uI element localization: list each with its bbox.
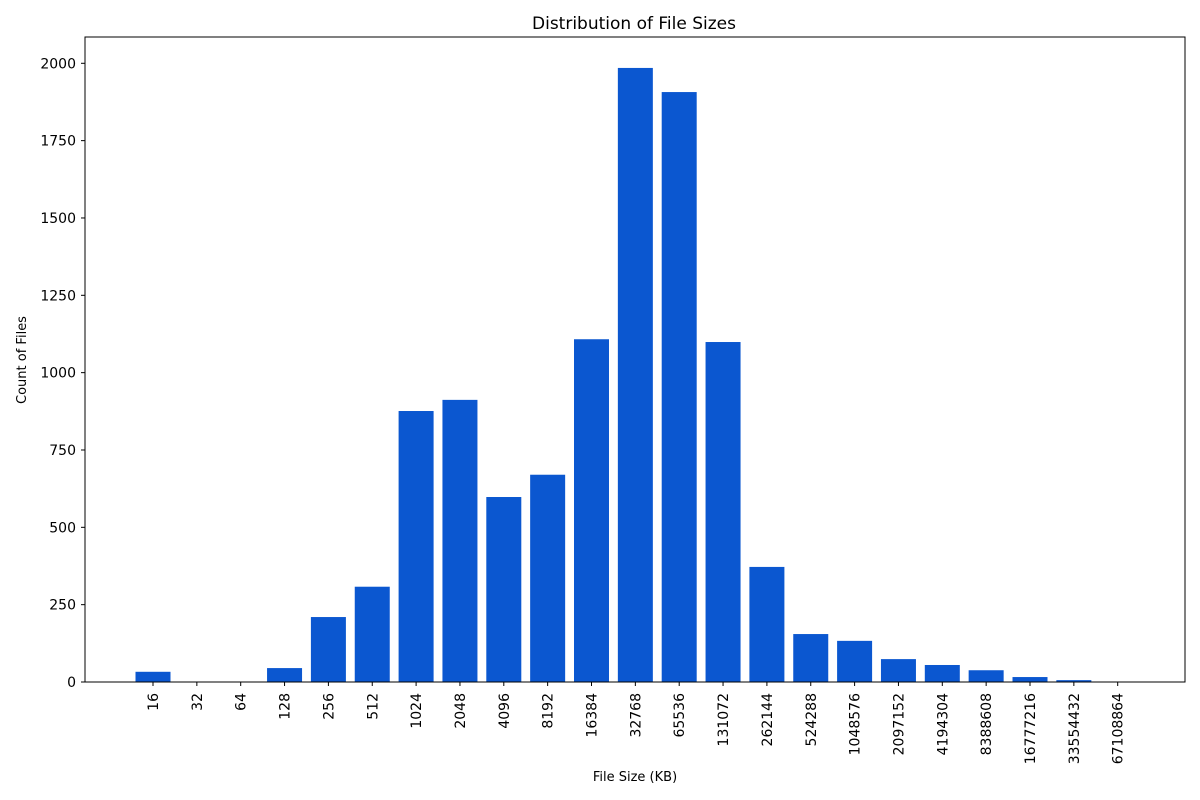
x-tick-label-2097152: 2097152	[891, 693, 907, 755]
x-tick-label-262144: 262144	[760, 693, 776, 747]
bar-16777216	[1012, 677, 1048, 682]
bar-1024	[398, 411, 434, 682]
x-tick-label-131072: 131072	[716, 693, 732, 746]
x-tick-label-64: 64	[234, 693, 250, 711]
x-tick-label-8192: 8192	[541, 693, 557, 729]
bar-4096	[486, 497, 522, 682]
x-tick-label-16384: 16384	[585, 693, 601, 738]
x-tick-label-32: 32	[190, 693, 206, 711]
x-tick-label-65536: 65536	[672, 693, 688, 738]
bar-8192	[530, 474, 566, 682]
x-tick-label-4194304: 4194304	[935, 693, 951, 755]
x-tick-label-16: 16	[146, 693, 162, 711]
bar-32768	[617, 67, 653, 682]
x-tick-label-256: 256	[321, 693, 337, 720]
y-tick-label-2000: 2000	[40, 56, 76, 72]
x-tick-label-8388608: 8388608	[979, 693, 995, 755]
x-tick-label-67108864: 67108864	[1111, 693, 1127, 764]
x-tick-label-2048: 2048	[453, 693, 469, 729]
bar-1048576	[837, 640, 873, 682]
bar-8388608	[968, 670, 1004, 682]
bar-4194304	[924, 664, 960, 682]
x-tick-label-4096: 4096	[497, 693, 513, 729]
y-axis-label: Count of Files	[15, 316, 30, 404]
x-tick-label-32768: 32768	[628, 693, 644, 738]
x-tick-label-1024: 1024	[409, 693, 425, 729]
bar-16384	[574, 339, 609, 682]
x-tick-label-33554432: 33554432	[1067, 693, 1083, 764]
x-axis-label: File Size (KB)	[593, 770, 677, 785]
bar-128	[267, 668, 303, 682]
bar-16	[135, 671, 171, 682]
y-tick-label-250: 250	[49, 598, 76, 614]
x-axis: 16 32 64 128 256 512 1024 2048 4096 8192 16384 3276…	[146, 682, 1127, 764]
y-tick-label-0: 0	[67, 675, 76, 691]
y-tick-label-500: 500	[49, 520, 76, 536]
x-tick-label-128: 128	[278, 693, 294, 720]
x-tick-label-512: 512	[365, 693, 381, 720]
bar-65536	[661, 92, 697, 682]
bar-512	[354, 586, 390, 682]
x-tick-label-1048576: 1048576	[848, 693, 864, 755]
y-tick-label-1250: 1250	[40, 288, 76, 304]
bar-256	[310, 617, 346, 682]
y-tick-label-1000: 1000	[40, 366, 76, 382]
y-axis: 0 250 500 750 1000 1250 1500 1750 2000	[40, 56, 85, 691]
bar-262144	[749, 566, 785, 682]
x-tick-label-16777216: 16777216	[1023, 693, 1039, 764]
chart-title: Distribution of File Sizes	[532, 14, 736, 34]
bar-33554432	[1056, 680, 1092, 682]
bar-2097152	[880, 659, 916, 682]
y-tick-label-1750: 1750	[40, 134, 76, 150]
bar-524288	[793, 634, 829, 682]
y-tick-label-1500: 1500	[40, 211, 76, 227]
bar-131072	[705, 342, 741, 682]
y-tick-label-750: 750	[49, 443, 76, 459]
x-tick-label-524288: 524288	[804, 693, 820, 746]
bars-group	[135, 67, 1136, 682]
bar-2048	[442, 399, 478, 682]
